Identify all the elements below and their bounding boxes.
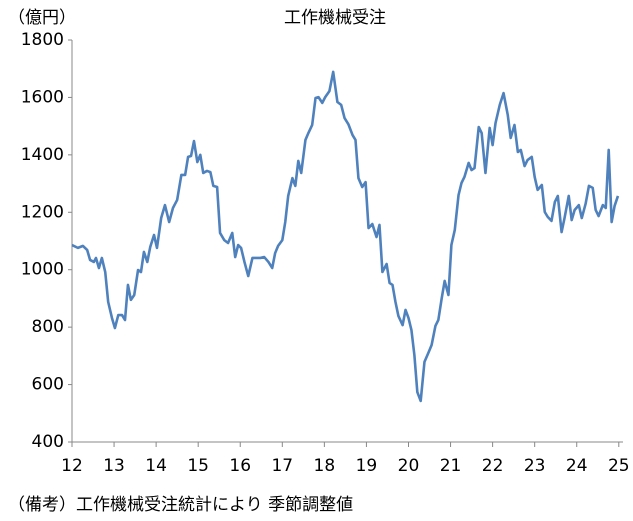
y-tick-label: 800 — [32, 317, 64, 337]
x-tick-label: 15 — [187, 456, 209, 476]
x-tick-label: 20 — [398, 456, 420, 476]
x-tick-label: 25 — [608, 456, 630, 476]
chart-title: 工作機械受注 — [284, 8, 386, 28]
y-tick-label: 1600 — [21, 87, 64, 107]
x-tick-label: 18 — [314, 456, 336, 476]
y-tick-label: 600 — [32, 375, 64, 395]
x-tick-label: 24 — [566, 456, 588, 476]
y-tick-label: 400 — [32, 432, 64, 452]
x-tick-label: 19 — [356, 456, 378, 476]
x-tick-label: 14 — [145, 456, 167, 476]
x-tick-label: 12 — [61, 456, 83, 476]
data-line — [71, 70, 620, 403]
y-tick-label: 1200 — [21, 202, 64, 222]
y-tick-label: 1800 — [21, 30, 64, 50]
x-tick-label: 22 — [482, 456, 504, 476]
x-tick-label: 17 — [271, 456, 293, 476]
x-tick-label: 16 — [229, 456, 251, 476]
y-tick-label: 1000 — [21, 260, 64, 280]
y-axis-unit: （億円） — [8, 8, 76, 28]
footnote: （備考）工作機械受注統計により 季節調整値 — [8, 495, 353, 515]
x-tick-label: 13 — [103, 456, 125, 476]
y-tick-label: 1400 — [21, 145, 64, 165]
x-tick-label: 21 — [440, 456, 462, 476]
x-tick-label: 23 — [524, 456, 546, 476]
